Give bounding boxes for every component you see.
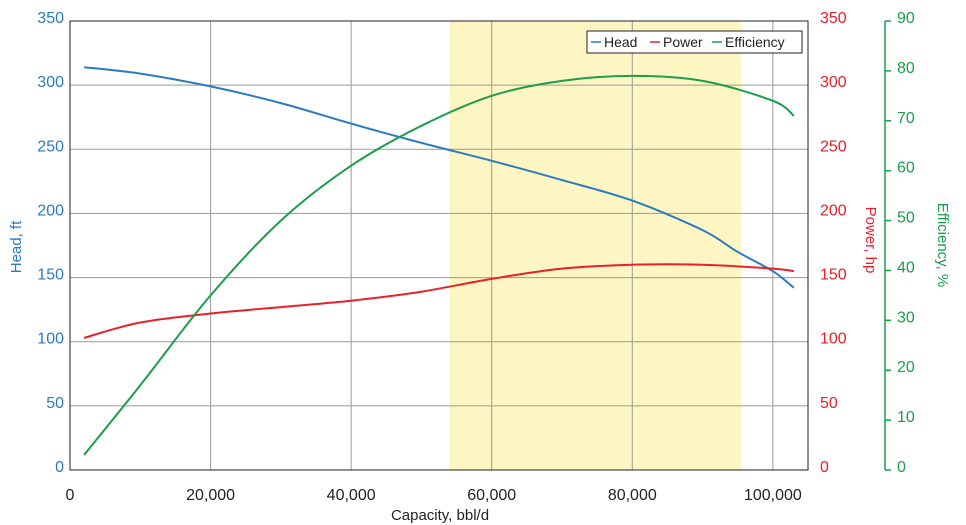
power-tick-label: 100 [820, 331, 847, 348]
power-tick-label: 0 [820, 459, 829, 476]
shaded-operating-range [449, 21, 742, 470]
efficiency-tick-label: 30 [897, 309, 915, 326]
efficiency-axis: 0 10 20 30 40 50 60 70 80 90 [884, 10, 915, 476]
power-tick-label: 50 [820, 395, 838, 412]
head-tick-label: 150 [37, 267, 64, 284]
x-tick-label: 100,000 [744, 487, 802, 504]
power-axis-title: Power, hp [862, 207, 879, 274]
x-tick-label: 0 [66, 487, 75, 504]
head-tick-label: 50 [46, 395, 64, 412]
efficiency-tick-label: 10 [897, 409, 915, 426]
efficiency-tick-label: 80 [897, 60, 915, 77]
head-tick-label: 250 [37, 138, 64, 155]
head-tick-label: 300 [37, 74, 64, 91]
x-tick-label: 80,000 [608, 487, 657, 504]
head-axis-ticks: 0 50 100 150 200 250 300 350 [37, 10, 64, 476]
x-tick-label: 20,000 [186, 487, 235, 504]
power-tick-label: 250 [820, 138, 847, 155]
series-line-power [83, 263, 795, 339]
series-lines [83, 66, 795, 456]
series-line-head [83, 66, 795, 289]
x-tick-label: 40,000 [327, 487, 376, 504]
x-axis-title: Capacity, bbl/d [391, 507, 489, 524]
efficiency-tick-label: 50 [897, 210, 915, 227]
head-tick-label: 0 [55, 459, 64, 476]
head-tick-label: 100 [37, 331, 64, 348]
legend: Head Power Efficiency [586, 30, 803, 54]
efficiency-tick-label: 20 [897, 359, 915, 376]
legend-label-head: Head [604, 34, 637, 50]
x-axis-ticks: 0 20,000 40,000 60,000 80,000 100,000 [66, 487, 802, 504]
efficiency-tick-label: 70 [897, 110, 915, 127]
power-tick-label: 150 [820, 267, 847, 284]
plot-frame [69, 20, 809, 471]
head-axis-title: Head, ft [8, 220, 25, 273]
efficiency-tick-label: 60 [897, 160, 915, 177]
x-tick-label: 60,000 [467, 487, 516, 504]
head-tick-label: 350 [37, 10, 64, 27]
power-tick-label: 300 [820, 74, 847, 91]
head-tick-label: 200 [37, 202, 64, 219]
efficiency-axis-title: Efficiency, % [934, 203, 951, 287]
efficiency-tick-label: 90 [897, 10, 915, 27]
legend-label-efficiency: Efficiency [725, 34, 785, 50]
legend-label-power: Power [663, 34, 703, 50]
efficiency-tick-label: 0 [897, 459, 906, 476]
legend-box [586, 30, 803, 54]
power-tick-label: 200 [820, 202, 847, 219]
efficiency-tick-label: 40 [897, 259, 915, 276]
power-tick-label: 350 [820, 10, 847, 27]
series-line-efficiency [83, 74, 795, 456]
power-axis-ticks: 0 50 100 150 200 250 300 350 [820, 10, 847, 476]
